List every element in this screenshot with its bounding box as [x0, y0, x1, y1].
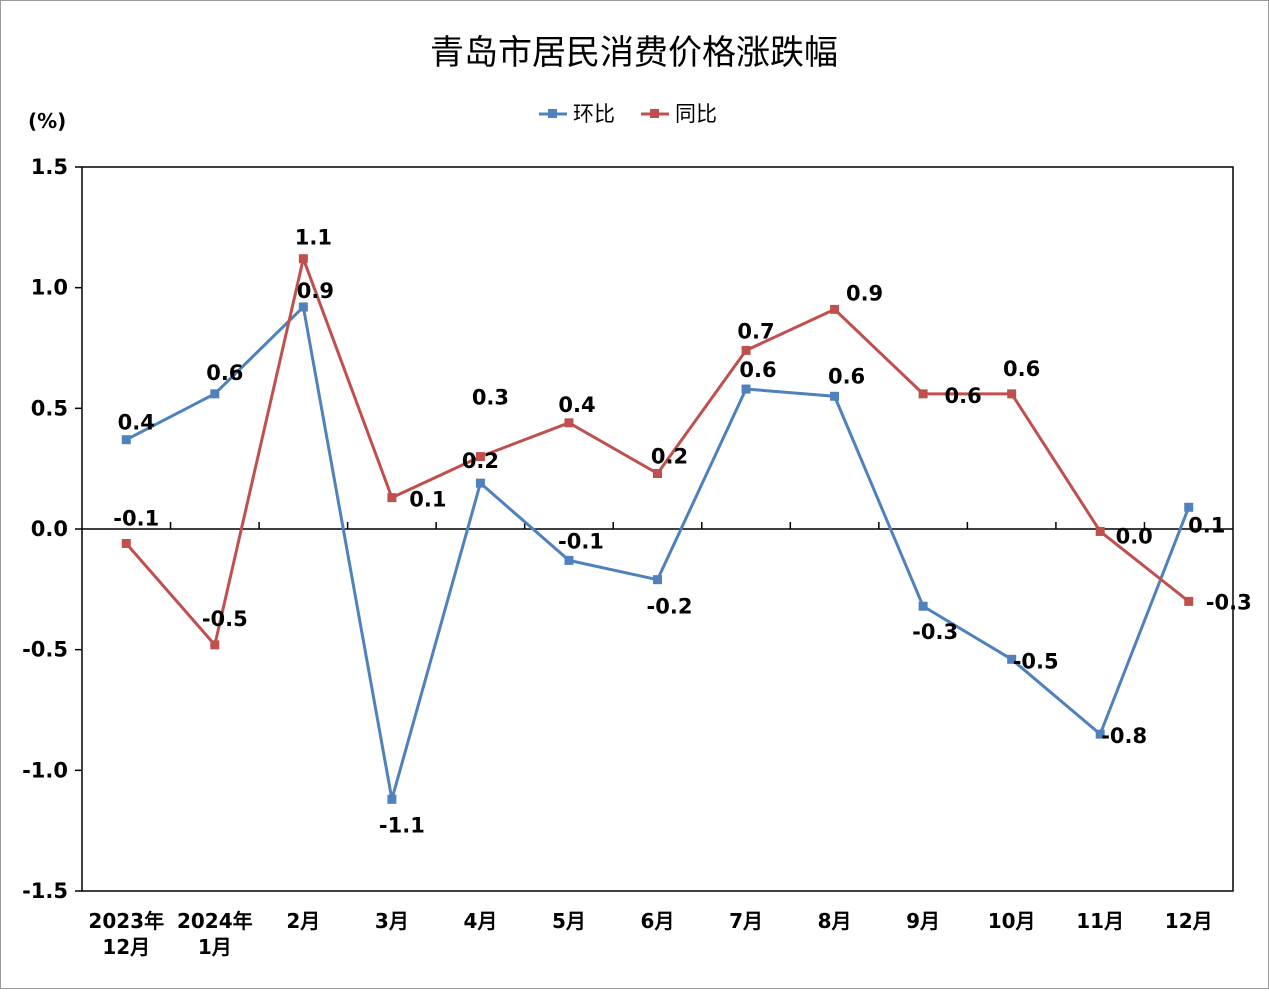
x-tick-label: 12月: [1165, 909, 1213, 933]
data-label: 0.9: [297, 279, 334, 303]
data-point: [210, 389, 220, 399]
x-tick-label: 2月: [286, 909, 320, 933]
data-label: -0.5: [1013, 649, 1059, 673]
data-label: 0.9: [846, 281, 883, 305]
x-tick-label: 1月: [198, 935, 232, 959]
x-tick-label: 5月: [552, 909, 586, 933]
data-label: -0.3: [1206, 590, 1252, 614]
data-point: [121, 538, 131, 548]
data-point: [1007, 389, 1017, 399]
y-tick-label: 1.0: [31, 276, 68, 300]
data-label: 0.2: [462, 449, 499, 473]
data-point: [298, 302, 308, 312]
legend: 环比 同比: [539, 102, 717, 126]
data-label: -0.2: [647, 595, 693, 619]
data-labels-layer: 0.4 0.6 0.9 -1.1 0.2 -0.1 -0.2 0.6 0.6 -0.3 -0.5 -0…: [113, 226, 1251, 838]
y-tick-label: -1.0: [22, 758, 68, 782]
y-tick-label: -0.5: [22, 638, 68, 662]
chart-title: 青岛市居民消费价格涨跌幅: [430, 33, 838, 73]
legend-marker-2: [650, 109, 659, 118]
y-tick-label: -1.5: [22, 879, 68, 903]
data-label: 0.6: [1003, 357, 1040, 381]
x-tick-label: 8月: [818, 909, 852, 933]
legend-marker-1: [548, 109, 557, 118]
data-point: [210, 640, 220, 650]
data-label: -0.5: [202, 607, 248, 631]
x-tick-label: 9月: [906, 909, 940, 933]
data-point: [1184, 596, 1194, 606]
y-tick-label: 0.5: [31, 396, 68, 420]
data-label: 0.7: [737, 319, 774, 343]
x-tick-label: 7月: [729, 909, 763, 933]
data-point: [918, 389, 928, 399]
data-point: [387, 794, 397, 804]
data-point: [1007, 654, 1017, 664]
x-tick-label: 12月: [102, 935, 150, 959]
data-point: [653, 575, 662, 585]
data-point: [653, 468, 662, 478]
data-point: [564, 555, 574, 565]
data-label: 0.1: [409, 488, 446, 512]
data-label: -0.8: [1101, 724, 1147, 748]
data-point: [1095, 729, 1105, 739]
data-point: [741, 384, 751, 394]
data-label: 0.4: [558, 393, 595, 417]
x-tick-label: 10月: [988, 909, 1036, 933]
data-point: [830, 391, 840, 401]
data-label: -0.1: [113, 506, 159, 530]
x-tick-label: 4月: [463, 909, 497, 933]
x-tick-label: 2024年: [177, 909, 253, 933]
data-label: 0.1: [1188, 513, 1225, 537]
data-label: 0.2: [651, 444, 688, 468]
x-tick-label: 2023年: [88, 909, 164, 933]
data-point: [1095, 526, 1105, 536]
data-point: [121, 435, 131, 445]
data-label: -0.3: [912, 620, 958, 644]
x-tick-label: 3月: [375, 909, 409, 933]
data-point: [741, 345, 751, 355]
data-label: 0.6: [945, 384, 982, 408]
data-label: 0.0: [1116, 524, 1153, 548]
data-point: [830, 304, 840, 314]
data-point: [298, 254, 308, 264]
data-label: 0.6: [206, 361, 243, 385]
data-point: [564, 418, 574, 428]
x-tick-label: 11月: [1076, 909, 1124, 933]
y-axis-ticks: 1.5 1.0 0.5 0.0 -0.5 -1.0 -1.5: [22, 155, 82, 903]
data-label: 1.1: [295, 226, 332, 250]
series-layer: [121, 254, 1194, 804]
y-tick-label: 1.5: [31, 155, 68, 179]
data-point: [1184, 502, 1194, 512]
x-tick-label: 6月: [641, 909, 675, 933]
data-point: [475, 478, 485, 488]
data-label: 0.6: [739, 358, 776, 382]
data-label: 0.3: [472, 386, 509, 410]
data-point: [387, 493, 397, 503]
legend-label-1: 环比: [573, 102, 615, 126]
y-tick-label: 0.0: [31, 517, 68, 541]
y-axis-unit: (%): [28, 109, 66, 133]
data-point: [475, 452, 485, 462]
data-label: 0.4: [118, 411, 155, 435]
data-label: -0.1: [558, 529, 604, 553]
legend-label-2: 同比: [675, 102, 717, 126]
data-label: 0.6: [828, 364, 865, 388]
data-label: -1.1: [379, 813, 425, 837]
data-point: [918, 601, 928, 611]
